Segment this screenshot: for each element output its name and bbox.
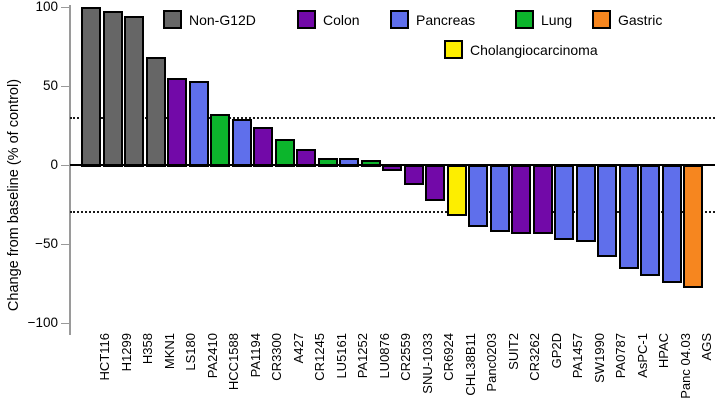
legend-item-gastric: Gastric [592, 10, 662, 29]
y-tick-label: 100 [35, 0, 58, 14]
x-axis-label: PA2410 [204, 333, 220, 379]
x-axis-label: CR3262 [527, 333, 542, 381]
x-axis-label: CR3300 [269, 333, 284, 381]
data-bar[interactable] [81, 6, 101, 167]
x-axis-label: AGS [699, 333, 714, 361]
legend-swatch-icon [515, 10, 534, 29]
data-bar[interactable] [446, 165, 467, 217]
data-bar[interactable] [468, 165, 488, 228]
legend-item-pancreas: Pancreas [390, 10, 475, 29]
legend-swatch-icon [297, 10, 316, 29]
dotted-reference-line [70, 116, 715, 119]
x-axis-label: LU5161 [333, 333, 349, 379]
y-tick-mark [61, 85, 69, 87]
data-bar[interactable] [102, 11, 123, 167]
legend-swatch-icon [444, 40, 463, 59]
legend-item-cholangiocarcinoma: Cholangiocarcinoma [444, 40, 598, 59]
legend-item-lung: Lung [515, 10, 572, 29]
data-bar[interactable] [145, 57, 166, 167]
legend-label: Colon [323, 11, 360, 28]
data-bar[interactable] [575, 165, 596, 242]
dotted-reference-line [70, 211, 715, 214]
y-tick-mark [61, 322, 69, 324]
data-bar[interactable] [661, 165, 682, 283]
legend-label: Lung [541, 11, 573, 28]
data-bar[interactable] [124, 16, 144, 167]
data-bar[interactable] [640, 165, 660, 277]
x-axis-label: CR2559 [398, 333, 413, 381]
x-axis-label: HPAC [656, 333, 671, 369]
legend-swatch-icon [592, 10, 611, 29]
x-axis-label: PA1457 [570, 333, 585, 379]
x-axis-label: H1299 [118, 333, 134, 372]
y-tick-label: 0 [50, 157, 58, 172]
y-tick-mark [61, 164, 69, 166]
x-axis-label: PA1252 [355, 333, 370, 379]
x-axis-label: Panc 04.03 [677, 333, 693, 399]
data-bar[interactable] [274, 139, 295, 167]
y-tick-label: 50 [42, 78, 58, 93]
data-bar[interactable] [403, 165, 424, 185]
y-tick-mark [61, 6, 69, 8]
data-bar[interactable] [511, 165, 531, 234]
data-bar[interactable] [167, 77, 187, 167]
x-axis-label: HCC1588 [226, 333, 241, 391]
data-bar[interactable] [188, 80, 209, 167]
legend-label: Cholangiocarcinoma [470, 41, 598, 58]
data-bar[interactable] [339, 158, 359, 167]
x-axis-label: Panc0203 [484, 333, 499, 392]
data-bar[interactable] [253, 126, 273, 167]
data-bar[interactable] [683, 165, 703, 288]
x-axis-label: CHL38B11 [462, 333, 478, 396]
legend-swatch-icon [163, 10, 182, 29]
x-axis-label: PA0787 [613, 333, 628, 379]
x-axis-label: MKN1 [161, 333, 177, 370]
legend-item-colon: Colon [297, 10, 360, 29]
x-axis-label: LU0876 [376, 333, 392, 379]
data-bar[interactable] [425, 165, 445, 201]
x-axis-label: LS180 [183, 333, 198, 371]
x-axis-label: HCT116 [97, 333, 112, 381]
legend-label: Gastric [618, 11, 663, 28]
x-axis-label: AsPC-1 [634, 333, 650, 378]
x-axis-label: H358 [140, 333, 155, 365]
data-bar[interactable] [317, 158, 338, 167]
y-tick-label: −50 [35, 236, 58, 251]
y-tick-label: −100 [27, 315, 58, 330]
x-axis-label: GP2D [548, 333, 564, 369]
data-bar[interactable] [618, 165, 639, 269]
data-bar[interactable] [532, 165, 553, 234]
data-bar[interactable] [554, 165, 574, 241]
x-axis-label: SUIT2 [505, 333, 521, 370]
y-tick-mark [61, 243, 69, 245]
y-axis-title: Change from baseline (% of control) [6, 78, 22, 312]
data-bar[interactable] [210, 114, 230, 167]
x-axis-label: SW1990 [591, 333, 607, 383]
data-bar[interactable] [597, 165, 617, 258]
x-axis-label: SNU-1033 [419, 333, 435, 394]
legend-label: Non-G12D [189, 11, 256, 28]
legend-item-non-g12d: Non-G12D [163, 10, 256, 29]
legend-label: Pancreas [416, 11, 476, 28]
legend-swatch-icon [390, 10, 409, 29]
x-axis-label: CR1245 [312, 333, 327, 381]
zero-baseline [70, 164, 715, 166]
x-axis-label: PA1194 [247, 333, 263, 378]
y-axis-line [69, 5, 71, 335]
data-bar[interactable] [231, 118, 252, 167]
data-bar[interactable] [489, 165, 510, 233]
x-axis-label: CR6924 [441, 333, 456, 381]
x-axis-label: A427 [290, 333, 306, 364]
